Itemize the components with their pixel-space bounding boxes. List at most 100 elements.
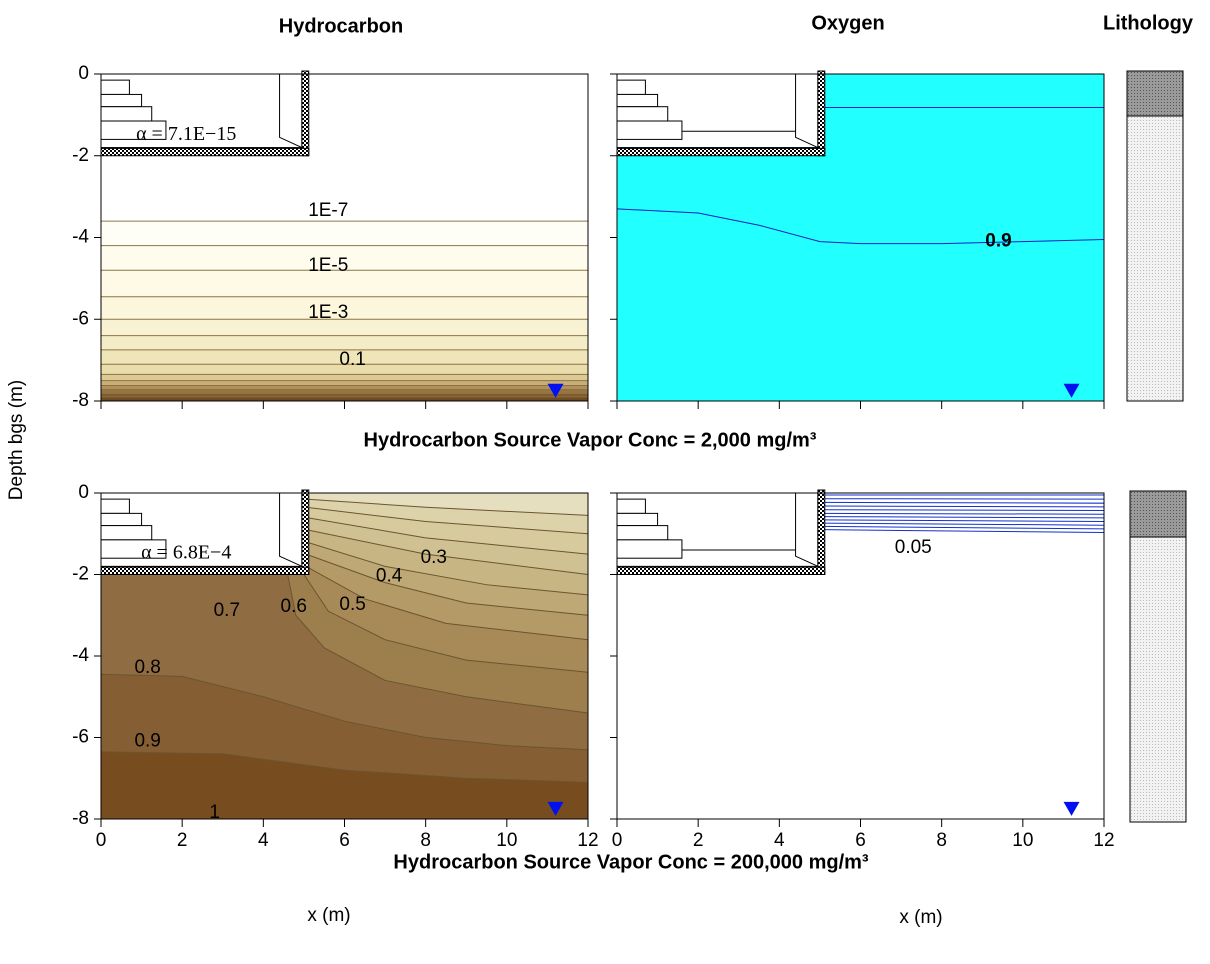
stair-step [617, 512, 659, 527]
x-tick-label: 0 [612, 830, 623, 851]
basement-inner-wall [795, 74, 819, 149]
contour-band [101, 396, 588, 401]
row-subtitle: Hydrocarbon Source Vapor Conc = 200,000 … [393, 851, 868, 873]
contour-label: 0.6 [281, 596, 307, 617]
basement-inner-wall [795, 493, 819, 567]
water-table-marker [547, 383, 564, 398]
row-subtitle: Hydrocarbon Source Vapor Conc = 2,000 mg… [364, 429, 817, 451]
contour-panel [101, 74, 588, 401]
x-tick-label: 10 [1012, 830, 1033, 851]
contour-line [305, 529, 588, 575]
x-tick-label: 8 [420, 830, 431, 851]
basement-floor [100, 566, 310, 575]
alpha-annotation: α = 6.8E−4 [141, 542, 231, 564]
stair-step [617, 120, 683, 140]
contour-line [821, 516, 1104, 519]
stair-step [617, 539, 683, 559]
contour-label: 0.4 [376, 566, 403, 587]
x-tick-label: 6 [339, 830, 350, 851]
stair-step [617, 525, 669, 541]
contour-label: 1E-7 [308, 200, 348, 221]
contour-line [617, 208, 1104, 245]
contour-line [305, 541, 588, 596]
contour-label: 1E-3 [308, 302, 348, 323]
y-tick-label: 0 [78, 482, 89, 503]
y-tick-label: -8 [72, 808, 89, 829]
stair-step [101, 512, 143, 527]
water-table-marker [1063, 383, 1080, 398]
x-axis-label: x (m) [307, 905, 350, 926]
basement-floor [100, 147, 310, 157]
column-title: Oxygen [811, 12, 884, 34]
lithology-column [1126, 70, 1187, 823]
contour-line [101, 673, 588, 751]
column-title: Hydrocarbon [279, 15, 403, 37]
stair-step [101, 120, 167, 140]
y-tick-label: -2 [72, 145, 89, 166]
x-tick-label: 10 [496, 830, 517, 851]
x-tick-label: 2 [177, 830, 188, 851]
contour-line [821, 519, 1104, 523]
x-tick-label: 6 [855, 830, 866, 851]
water-table-marker [1063, 801, 1080, 816]
y-tick-label: -2 [72, 564, 89, 585]
contour-label: 0.5 [339, 594, 365, 615]
lithology-layer [1129, 536, 1187, 823]
basement-wall [301, 489, 310, 575]
x-tick-label: 8 [936, 830, 947, 851]
basement-inner-wall [279, 493, 303, 567]
stair-step [617, 93, 659, 108]
x-tick-label: 2 [693, 830, 704, 851]
basement-wall [817, 70, 826, 157]
basement-inner-wall [279, 74, 303, 149]
alpha-annotation: α = 7.1E−15 [136, 123, 236, 145]
y-tick-label: -4 [72, 227, 89, 248]
column-title: Lithology [1103, 12, 1194, 34]
contour-panel [101, 493, 588, 819]
contour-label: 1 [209, 802, 220, 823]
contour-line [821, 505, 1104, 508]
contour-label: 0.7 [214, 600, 240, 621]
contour-label: 0.3 [421, 547, 447, 568]
contour-label: 1E-5 [308, 255, 348, 276]
contour-line [305, 565, 588, 641]
stair-step [101, 93, 143, 108]
contour-line [821, 522, 1104, 526]
stair-step [101, 79, 130, 95]
contour-line [305, 553, 588, 616]
contour-panel [617, 493, 1104, 819]
x-axis-label: x (m) [899, 907, 942, 928]
contour-line [821, 512, 1104, 515]
contour-line [821, 509, 1104, 512]
basement-wall [301, 70, 310, 157]
x-tick-label: 4 [774, 830, 785, 851]
contour-panel [617, 74, 1104, 401]
y-tick-label: -8 [72, 390, 89, 411]
contour-line [305, 498, 588, 516]
y-tick-label: -6 [72, 308, 89, 329]
contour-line [303, 574, 588, 673]
stair-step [101, 525, 153, 541]
contour-label: 0.1 [339, 349, 365, 370]
stair-step [617, 79, 646, 95]
contour-line [821, 529, 1104, 534]
lithology-layer [1126, 70, 1184, 117]
y-tick-label: -4 [72, 645, 89, 666]
lithology-layer [1126, 115, 1184, 402]
stair-step [101, 539, 167, 559]
contour-label: 0.8 [134, 657, 160, 678]
x-tick-label: 12 [577, 830, 598, 851]
x-tick-label: 4 [258, 830, 269, 851]
y-axis-label: Depth bgs (m) [6, 380, 27, 500]
stair-step [101, 498, 130, 514]
stair-step [101, 106, 153, 122]
contour-band [101, 751, 588, 819]
y-tick-label: -6 [72, 727, 89, 748]
contour-line [101, 751, 588, 783]
y-tick-label: 0 [78, 63, 89, 84]
stair-step [617, 498, 646, 514]
contour-line [305, 516, 588, 555]
x-tick-label: 12 [1093, 830, 1114, 851]
water-table-marker [547, 801, 564, 816]
